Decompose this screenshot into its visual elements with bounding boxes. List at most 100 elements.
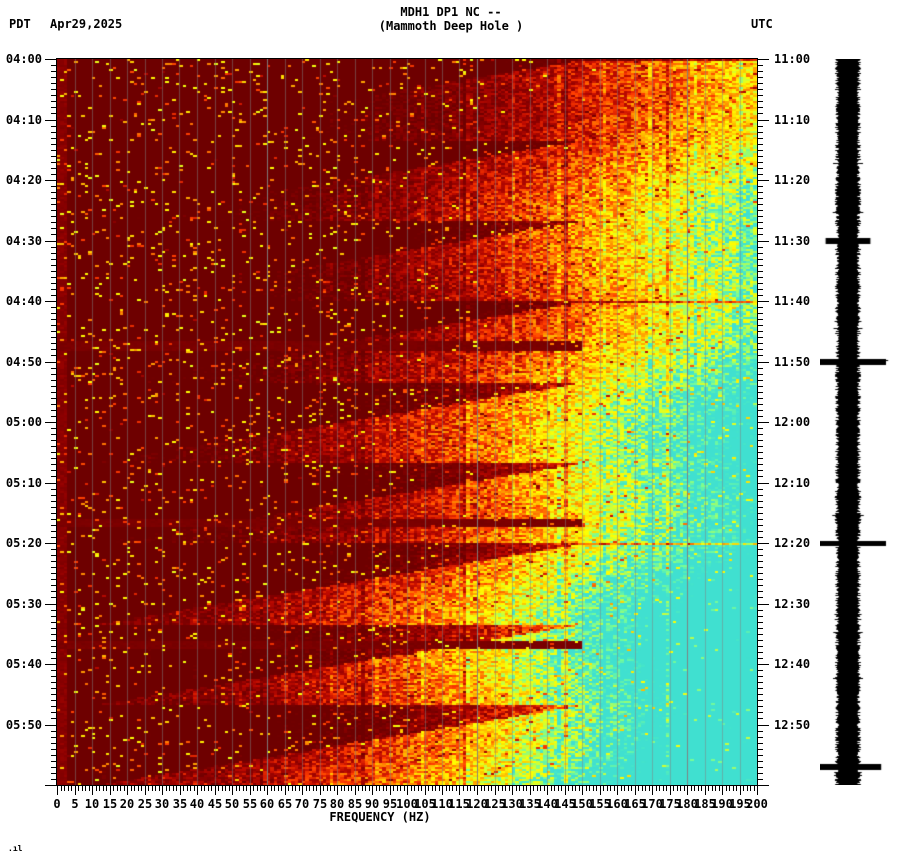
right-axis-minor-tick xyxy=(757,234,763,235)
right-axis-minor-tick xyxy=(757,561,763,562)
left-axis-minor-tick xyxy=(51,525,57,526)
left-axis-tick-label: 05:40 xyxy=(5,657,42,671)
freq-axis-major-tick xyxy=(582,786,583,795)
left-axis-minor-tick xyxy=(51,307,57,308)
right-axis-major-tick xyxy=(757,362,769,363)
freq-axis-minor-tick xyxy=(124,786,125,791)
left-axis-minor-tick xyxy=(51,138,57,139)
left-axis-minor-tick xyxy=(51,319,57,320)
right-axis-minor-tick xyxy=(757,731,763,732)
freq-axis-major-tick xyxy=(355,786,356,795)
right-axis-minor-tick xyxy=(757,83,763,84)
right-axis-major-tick xyxy=(757,59,769,60)
right-axis-minor-tick xyxy=(757,319,763,320)
left-axis-minor-tick xyxy=(51,101,57,102)
right-axis-minor-tick xyxy=(757,295,763,296)
right-axis-minor-tick xyxy=(757,150,763,151)
right-axis-minor-tick xyxy=(757,610,763,611)
right-axis-minor-tick xyxy=(757,501,763,502)
freq-axis-tick-label: 105 xyxy=(414,797,436,811)
freq-axis-minor-tick xyxy=(257,786,258,791)
freq-axis-minor-tick xyxy=(306,786,307,791)
right-axis-minor-tick xyxy=(757,198,763,199)
left-axis-major-tick xyxy=(45,59,57,60)
left-axis-minor-tick xyxy=(51,404,57,405)
left-axis-minor-tick xyxy=(51,706,57,707)
left-axis-minor-tick xyxy=(51,325,57,326)
right-axis-minor-tick xyxy=(757,289,763,290)
freq-axis-minor-tick xyxy=(397,786,398,791)
right-axis-major-tick xyxy=(757,120,769,121)
freq-axis-minor-tick xyxy=(428,786,429,791)
right-axis-minor-tick xyxy=(757,755,763,756)
freq-axis-tick-label: 70 xyxy=(294,797,310,811)
freq-axis-tick-label: 40 xyxy=(189,797,205,811)
left-axis-minor-tick xyxy=(51,513,57,514)
right-axis-minor-tick xyxy=(757,434,763,435)
left-axis-major-tick xyxy=(45,543,57,544)
freq-axis-minor-tick xyxy=(642,786,643,791)
left-axis-minor-tick xyxy=(51,591,57,592)
left-axis-minor-tick xyxy=(51,247,57,248)
right-axis-minor-tick xyxy=(757,410,763,411)
freq-axis-minor-tick xyxy=(348,786,349,791)
freq-axis-minor-tick xyxy=(631,786,632,791)
freq-axis-minor-tick xyxy=(313,786,314,791)
freq-axis-minor-tick xyxy=(243,786,244,791)
right-axis-minor-tick xyxy=(757,113,763,114)
right-axis-minor-tick xyxy=(757,216,763,217)
freq-axis-minor-tick xyxy=(715,786,716,791)
right-axis-minor-tick xyxy=(757,464,763,465)
left-axis-minor-tick xyxy=(51,585,57,586)
right-axis-tick-label: 12:40 xyxy=(774,657,811,671)
freq-axis-minor-tick xyxy=(701,786,702,791)
right-axis-minor-tick xyxy=(757,495,763,496)
freq-axis-minor-tick xyxy=(78,786,79,791)
left-axis-minor-tick xyxy=(51,192,57,193)
freq-axis-minor-tick xyxy=(176,786,177,791)
left-axis-tick-label: 05:30 xyxy=(5,597,42,611)
timezone-label-left: PDT xyxy=(9,17,31,31)
freq-axis-minor-tick xyxy=(330,786,331,791)
freq-axis-minor-tick xyxy=(383,786,384,791)
freq-axis-minor-tick xyxy=(610,786,611,791)
right-axis-tick-label: 11:50 xyxy=(774,355,811,369)
left-axis-minor-tick xyxy=(51,343,57,344)
freq-axis-major-tick xyxy=(372,786,373,795)
freq-axis-minor-tick xyxy=(404,786,405,791)
freq-axis-minor-tick xyxy=(271,786,272,791)
freq-axis-minor-tick xyxy=(61,786,62,791)
left-axis-tick-label: 05:00 xyxy=(5,415,42,429)
left-axis-minor-tick xyxy=(51,228,57,229)
freq-axis-minor-tick xyxy=(736,786,737,791)
freq-axis-major-tick xyxy=(407,786,408,795)
left-axis-minor-tick xyxy=(51,767,57,768)
left-axis-minor-tick xyxy=(51,616,57,617)
freq-axis-major-tick xyxy=(547,786,548,795)
freq-axis-minor-tick xyxy=(106,786,107,791)
right-axis-minor-tick xyxy=(757,77,763,78)
freq-axis-minor-tick xyxy=(537,786,538,791)
date-label: Apr29,2025 xyxy=(50,17,123,31)
left-axis-minor-tick xyxy=(51,222,57,223)
freq-axis-major-tick xyxy=(442,786,443,795)
freq-axis-minor-tick xyxy=(603,786,604,791)
freq-axis-minor-tick xyxy=(491,786,492,791)
freq-axis-minor-tick xyxy=(523,786,524,791)
left-axis-minor-tick xyxy=(51,555,57,556)
left-axis-minor-tick xyxy=(51,349,57,350)
freq-axis-major-tick xyxy=(687,786,688,795)
right-axis-minor-tick xyxy=(757,265,763,266)
right-axis-minor-tick xyxy=(757,646,763,647)
freq-axis-tick-label: 50 xyxy=(224,797,240,811)
freq-axis-major-tick xyxy=(232,786,233,795)
right-axis-minor-tick xyxy=(757,616,763,617)
right-axis-minor-tick xyxy=(757,761,763,762)
left-axis-minor-tick xyxy=(51,253,57,254)
right-axis-minor-tick xyxy=(757,132,763,133)
freq-axis-minor-tick xyxy=(481,786,482,791)
freq-axis-minor-tick xyxy=(568,786,569,791)
right-axis-minor-tick xyxy=(757,398,763,399)
freq-axis-minor-tick xyxy=(159,786,160,791)
freq-axis-major-tick xyxy=(285,786,286,795)
